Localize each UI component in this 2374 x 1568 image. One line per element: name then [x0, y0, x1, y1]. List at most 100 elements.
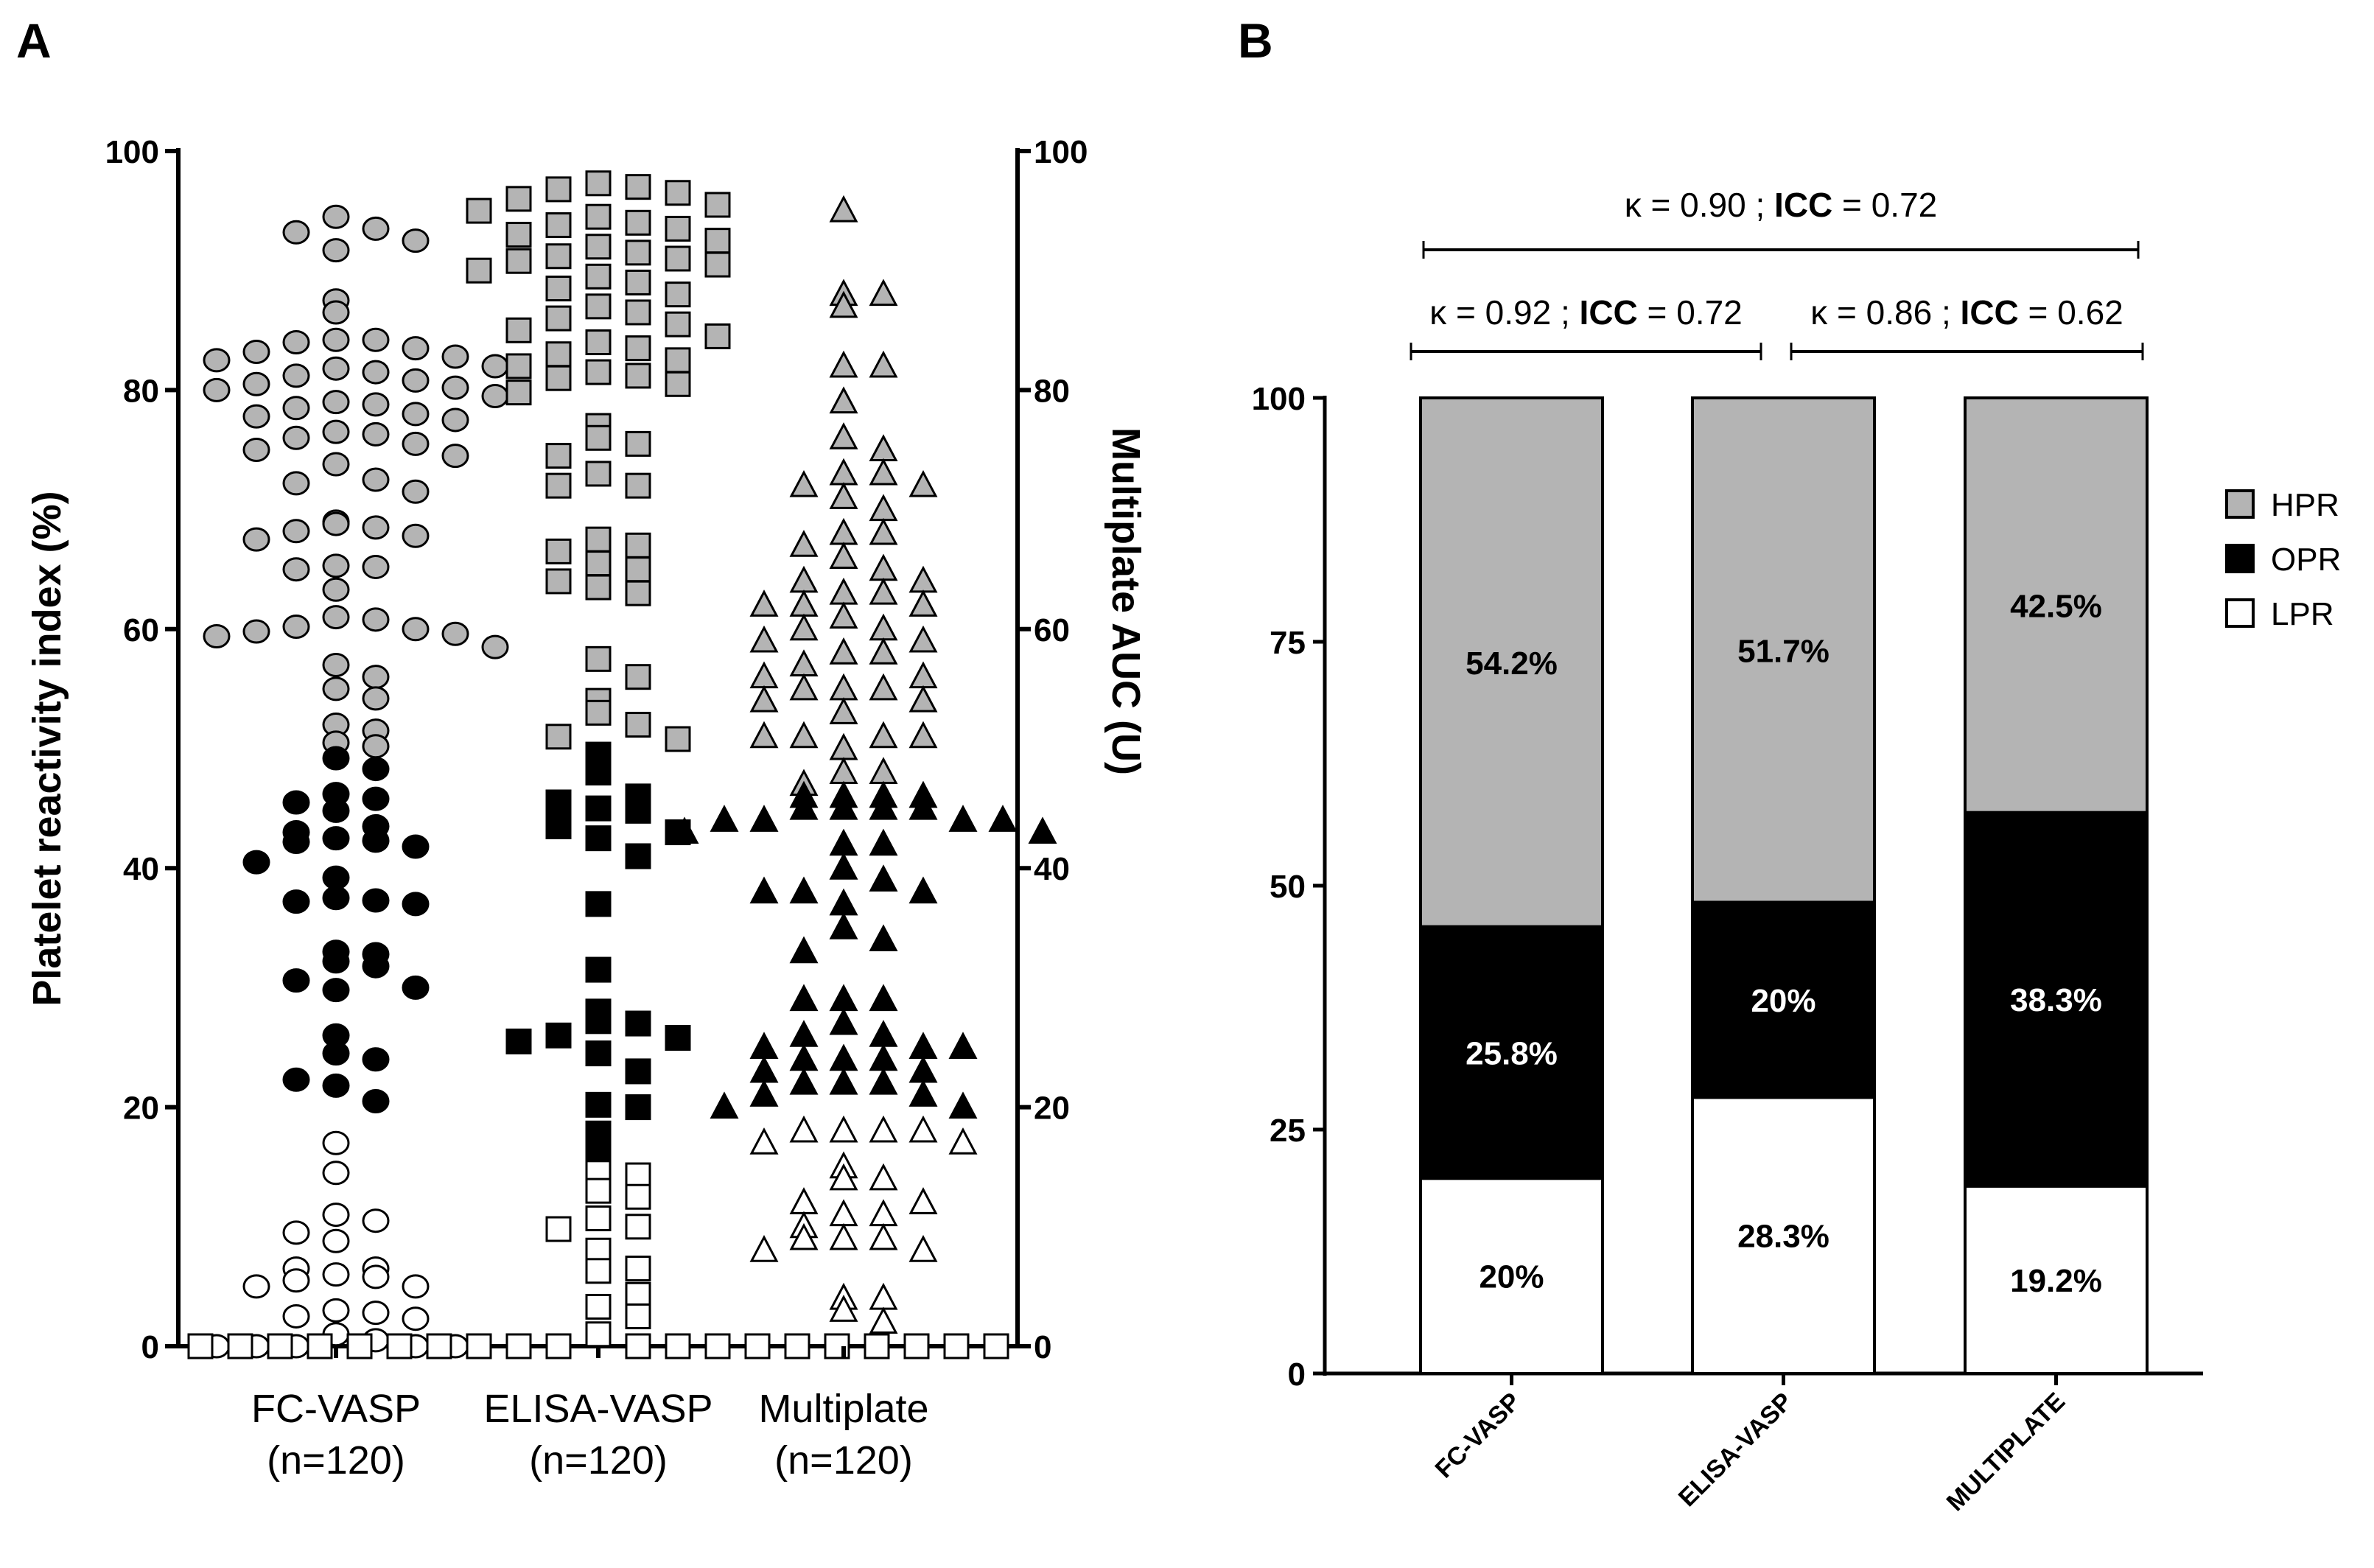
data-point-triangle-lpr	[749, 1127, 779, 1155]
data-label: 20%	[1751, 983, 1815, 1019]
data-point-triangle-hpr	[789, 565, 819, 593]
data-point-square-hpr	[545, 276, 572, 302]
data-label: 51.7%	[1737, 633, 1829, 669]
data-point-circle-hpr	[441, 444, 469, 469]
data-point-circle-hpr	[481, 384, 509, 409]
panel-b-stacked-bar: 0 25 50 75 100 FC-VASP 20% 25.8% 54.2% ELISA-VASP…	[1252, 186, 2342, 1516]
data-point-circle-hpr	[402, 228, 430, 253]
data-point-triangle-hpr	[908, 661, 938, 689]
data-point-square-hpr	[585, 359, 612, 385]
data-point-circle-opr	[282, 830, 310, 855]
data-point-square-opr	[545, 1022, 572, 1049]
data-point-circle-hpr	[282, 220, 310, 245]
data-point-square-lpr	[625, 1281, 651, 1308]
legend-label-lpr: LPR	[2271, 596, 2334, 632]
data-point-circle-opr	[322, 949, 350, 974]
data-point-circle-hpr	[322, 419, 350, 444]
x-tick-n-label: (n=120)	[774, 1438, 913, 1483]
data-point-triangle-hpr	[749, 589, 779, 617]
data-point-square-opr	[545, 813, 572, 839]
data-point-circle-hpr	[203, 624, 231, 649]
y-tick-label-left: 60	[123, 612, 159, 648]
data-point-triangle-lpr	[908, 1115, 938, 1143]
data-point-circle-lpr	[322, 1130, 350, 1155]
data-point-triangle-hpr	[829, 422, 858, 449]
data-point-circle-hpr	[282, 519, 310, 544]
data-label: 20%	[1479, 1259, 1544, 1295]
data-point-triangle-opr	[948, 805, 978, 832]
kappa-value: κ = 0.92 ;	[1429, 293, 1579, 332]
data-point-triangle-opr	[749, 1055, 779, 1083]
data-point-circle-opr	[402, 834, 430, 859]
data-point-circle-hpr	[282, 363, 310, 388]
data-point-circle-lpr	[282, 1220, 310, 1245]
data-point-square-opr	[545, 789, 572, 816]
data-point-square-hpr	[505, 248, 532, 274]
data-point-square-hpr	[585, 234, 612, 260]
y-tick-label-right: 0	[1034, 1329, 1051, 1365]
data-point-circle-hpr	[441, 344, 469, 369]
data-point-triangle-opr	[710, 1091, 739, 1119]
data-point-square-lpr	[545, 1216, 572, 1242]
data-point-square-hpr	[625, 472, 651, 499]
data-point-triangle-hpr	[908, 589, 938, 617]
data-point-square-lpr	[307, 1333, 333, 1359]
data-point-triangle-lpr	[829, 1222, 858, 1250]
data-point-square-hpr	[505, 317, 532, 343]
data-point-circle-opr	[322, 1041, 350, 1066]
data-point-circle-hpr	[441, 407, 469, 433]
data-point-triangle-lpr	[869, 1222, 898, 1250]
data-point-circle-opr	[362, 953, 390, 979]
data-point-square-lpr	[943, 1333, 970, 1359]
data-point-triangle-lpr	[869, 1306, 898, 1334]
data-point-square-lpr	[187, 1333, 214, 1359]
data-point-circle-hpr	[322, 553, 350, 578]
data-point-square-hpr	[625, 335, 651, 362]
agreement-annotation: κ = 0.92 ; ICC = 0.72	[1429, 293, 1742, 332]
data-point-triangle-hpr	[908, 565, 938, 593]
data-point-triangle-lpr	[869, 1282, 898, 1310]
data-point-circle-hpr	[322, 327, 350, 352]
data-point-triangle-opr	[908, 792, 938, 820]
data-point-circle-lpr	[282, 1303, 310, 1329]
data-point-triangle-opr	[908, 1079, 938, 1107]
data-point-triangle-opr	[948, 1091, 978, 1119]
data-point-square-lpr	[585, 1293, 612, 1320]
data-point-circle-lpr	[282, 1268, 310, 1293]
data-point-square-opr	[585, 1091, 612, 1118]
data-point-circle-opr	[242, 850, 270, 875]
y-tick-label-left: 40	[123, 851, 159, 887]
data-label: 25.8%	[1466, 1035, 1558, 1071]
data-point-triangle-hpr	[829, 757, 858, 784]
y-tick-label: 50	[1270, 869, 1306, 905]
data-point-triangle-lpr	[789, 1222, 819, 1250]
data-point-circle-hpr	[282, 396, 310, 421]
data-point-triangle-opr	[869, 792, 898, 820]
y-tick-label-right: 40	[1034, 851, 1070, 887]
bar-segment-lpr	[1964, 1184, 2149, 1375]
data-point-triangle-hpr	[789, 589, 819, 617]
y-tick-label: 75	[1270, 625, 1306, 661]
data-point-triangle-opr	[749, 1032, 779, 1059]
data-point-circle-hpr	[322, 511, 350, 536]
data-point-circle-hpr	[322, 238, 350, 263]
data-point-triangle-hpr	[749, 685, 779, 713]
data-point-square-opr	[625, 797, 651, 824]
data-point-square-lpr	[665, 1333, 691, 1359]
bar-segment-hpr	[1691, 396, 1876, 904]
data-point-circle-hpr	[322, 605, 350, 630]
data-point-circle-hpr	[362, 216, 390, 241]
data-point-circle-hpr	[322, 652, 350, 677]
data-point-circle-lpr	[322, 1298, 350, 1323]
data-point-circle-hpr	[362, 467, 390, 492]
data-point-square-hpr	[704, 323, 731, 349]
data-point-triangle-opr	[670, 816, 699, 844]
data-point-square-hpr	[625, 209, 651, 236]
data-point-triangle-opr	[829, 1007, 858, 1035]
data-point-square-lpr	[227, 1333, 253, 1359]
data-point-triangle-opr	[829, 1043, 858, 1071]
data-point-triangle-hpr	[789, 673, 819, 701]
legend-label-hpr: HPR	[2271, 487, 2339, 523]
data-point-square-hpr	[466, 257, 492, 284]
